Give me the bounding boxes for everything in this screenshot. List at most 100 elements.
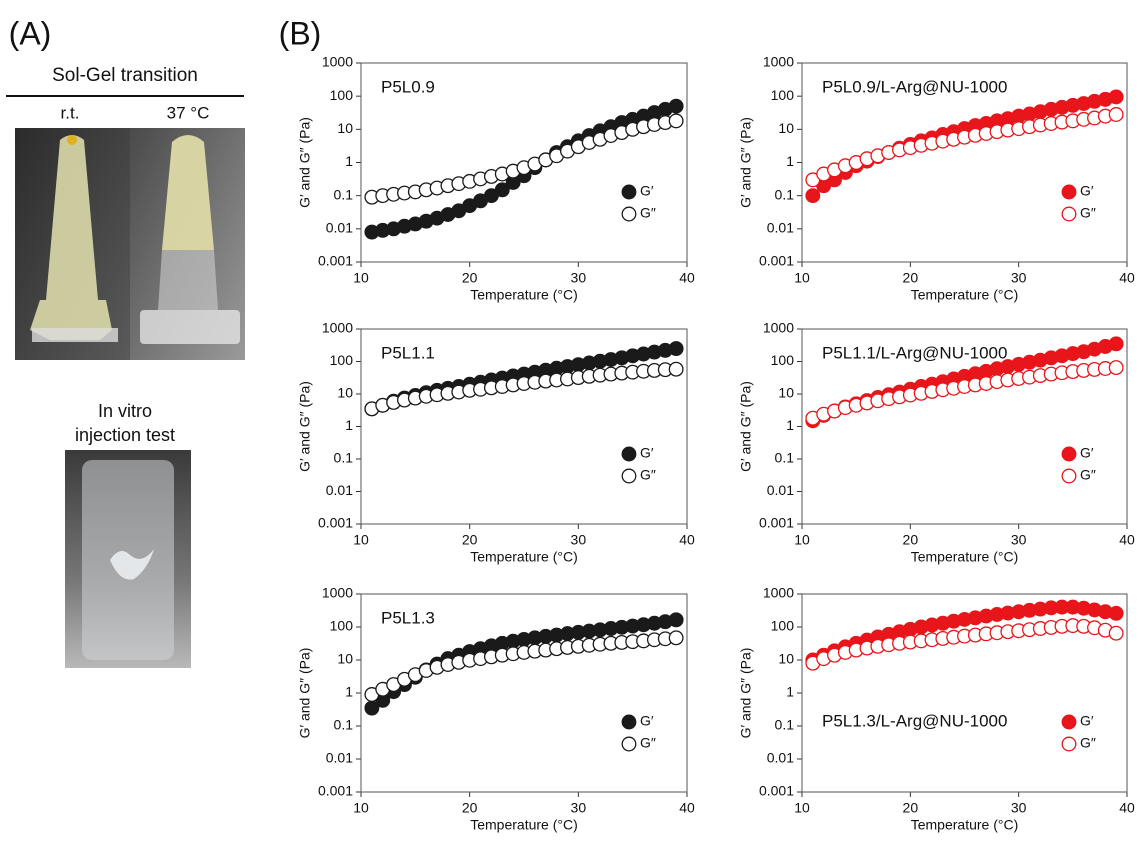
- photo-header: Sol-Gel transition: [52, 65, 198, 86]
- legend-label: G″: [1080, 205, 1096, 221]
- y-tick-label: 1: [786, 153, 794, 169]
- data-point: [668, 361, 684, 377]
- legend-label: G′: [640, 183, 654, 199]
- y-tick-label: 0.1: [775, 717, 795, 733]
- chart: 0.001 0.01 0.1 1 10 100 1000 10 20 30 40 Temperatur…: [297, 320, 695, 565]
- legend-marker: [621, 446, 637, 462]
- legend-marker: [1061, 736, 1077, 752]
- legend-label: G′: [1080, 445, 1094, 461]
- chart-title: P5L1.1/L-Arg@NU-1000: [822, 343, 1007, 362]
- chart-title: P5L0.9: [381, 77, 435, 96]
- y-tick-label: 1: [345, 684, 353, 700]
- chart: 0.001 0.01 0.1 1 10 100 1000 10 20 30 40 Temperatur…: [297, 585, 695, 833]
- y-tick-label: 100: [771, 618, 795, 634]
- y-tick-label: 0.001: [318, 253, 353, 269]
- x-tick-label: 10: [353, 800, 369, 816]
- legend-marker: [621, 468, 637, 484]
- y-tick-label: 100: [330, 618, 354, 634]
- y-tick-label: 0.1: [334, 186, 354, 202]
- chart: 0.001 0.01 0.1 1 10 100 1000 10 20 30 40 Temperatur…: [738, 320, 1135, 565]
- legend-label: G″: [640, 735, 656, 751]
- x-tick-label: 10: [353, 270, 369, 286]
- y-tick-label: 1: [786, 684, 794, 700]
- y-tick-label: 100: [330, 352, 354, 368]
- x-axis-label: Temperature (°C): [911, 287, 1019, 303]
- plot-frame: [801, 593, 1128, 793]
- data-point: [1108, 89, 1124, 105]
- plot-frame: [801, 328, 1128, 525]
- x-tick-label: 20: [903, 532, 919, 548]
- y-tick-label: 0.1: [334, 717, 354, 733]
- x-axis-label: Temperature (°C): [470, 287, 578, 303]
- photo-rt: [15, 128, 130, 360]
- photo-37c: [130, 128, 245, 360]
- y-tick-label: 0.001: [318, 515, 353, 531]
- plot-frame: [360, 62, 688, 263]
- photo-vial: [65, 450, 191, 668]
- data-point: [1108, 625, 1124, 641]
- data-point: [1108, 107, 1124, 122]
- y-axis-label: G′ and G″ (Pa): [738, 381, 754, 472]
- column-label: 37 °C: [167, 103, 210, 122]
- x-tick-label: 20: [462, 800, 478, 816]
- data-point: [1108, 605, 1124, 621]
- chart-title: P5L1.3/L-Arg@NU-1000: [822, 711, 1007, 730]
- y-axis-label: G′ and G″ (Pa): [297, 117, 313, 208]
- photo-caption: injection test: [75, 425, 175, 445]
- y-tick-label: 1000: [322, 585, 353, 601]
- y-tick-label: 0.01: [767, 750, 794, 766]
- y-axis-label: G′ and G″ (Pa): [738, 117, 754, 208]
- legend-marker: [621, 184, 637, 200]
- chart-title: P5L0.9/L-Arg@NU-1000: [822, 77, 1007, 96]
- panel-label: (A): [9, 15, 52, 51]
- y-tick-label: 0.1: [775, 186, 795, 202]
- legend-label: G′: [1080, 183, 1094, 199]
- y-tick-label: 1000: [322, 320, 353, 336]
- legend-label: G″: [1080, 467, 1096, 483]
- legend-marker: [621, 714, 637, 730]
- y-tick-label: 10: [778, 651, 794, 667]
- data-point: [668, 612, 684, 628]
- x-tick-label: 10: [794, 270, 810, 286]
- legend-marker: [1061, 714, 1077, 730]
- y-tick-label: 1000: [322, 54, 353, 70]
- y-tick-label: 10: [337, 651, 353, 667]
- chart: 0.001 0.01 0.1 1 10 100 1000 10 20 30 40 Temperatur…: [738, 54, 1135, 303]
- y-tick-label: 1: [786, 417, 794, 433]
- x-tick-label: 30: [1011, 270, 1027, 286]
- data-point: [494, 182, 510, 198]
- x-tick-label: 20: [462, 532, 478, 548]
- y-tick-label: 0.01: [767, 220, 794, 236]
- legend-marker: [621, 206, 637, 222]
- y-tick-label: 0.1: [775, 450, 795, 466]
- x-tick-label: 40: [679, 270, 695, 286]
- x-tick-label: 40: [679, 800, 695, 816]
- y-tick-label: 100: [330, 87, 354, 103]
- chart: 0.001 0.01 0.1 1 10 100 1000 10 20 30 40 Temperatur…: [738, 585, 1135, 833]
- column-label: r.t.: [61, 103, 80, 122]
- y-tick-label: 1000: [763, 585, 794, 601]
- x-tick-label: 30: [1011, 532, 1027, 548]
- x-axis-label: Temperature (°C): [470, 549, 578, 565]
- y-tick-label: 1000: [763, 320, 794, 336]
- y-tick-label: 0.001: [759, 515, 794, 531]
- data-point: [668, 113, 684, 129]
- y-tick-label: 10: [778, 385, 794, 401]
- y-tick-label: 0.01: [767, 482, 794, 498]
- chart-title: P5L1.3: [381, 608, 435, 627]
- y-axis-label: G′ and G″ (Pa): [297, 381, 313, 472]
- legend-label: G″: [640, 205, 656, 221]
- data-point: [668, 341, 684, 357]
- data-point: [1108, 360, 1124, 376]
- y-tick-label: 0.1: [334, 450, 354, 466]
- y-tick-label: 10: [778, 120, 794, 136]
- y-tick-label: 0.01: [326, 220, 353, 236]
- x-tick-label: 30: [571, 532, 587, 548]
- y-tick-label: 10: [337, 385, 353, 401]
- x-tick-label: 20: [903, 270, 919, 286]
- legend-marker: [1061, 184, 1077, 200]
- panel-label: (B): [279, 15, 322, 51]
- y-tick-label: 1: [345, 417, 353, 433]
- legend-marker: [1061, 206, 1077, 222]
